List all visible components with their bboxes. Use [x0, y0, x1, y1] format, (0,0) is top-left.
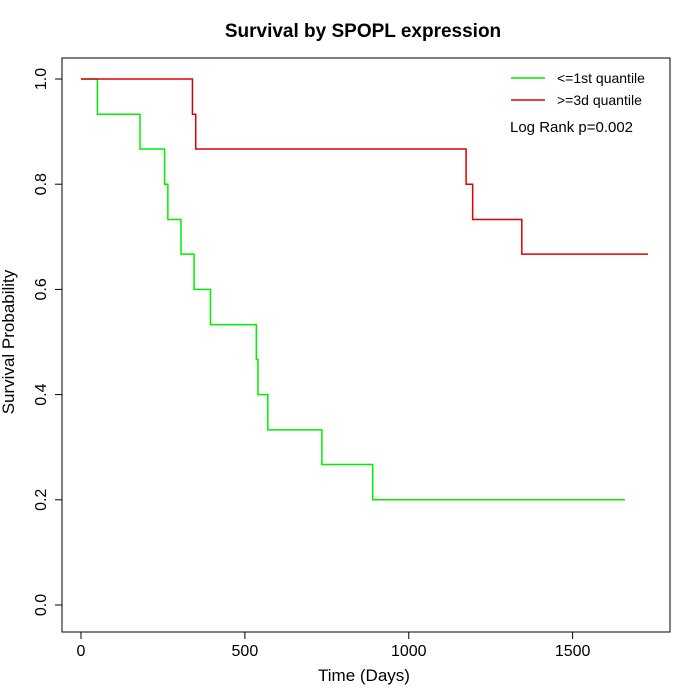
y-axis: 0.0 0.2 0.4 0.6 0.8 1.0	[33, 68, 63, 616]
y-tick-label: 0.2	[33, 489, 50, 511]
y-tick-label: 0.6	[33, 278, 50, 300]
y-axis-label: Survival Probability	[0, 269, 18, 414]
series-line-1	[81, 78, 626, 501]
plot-frame	[61, 57, 671, 633]
x-tick-label: 1000	[391, 643, 427, 660]
y-tick-label: 0.4	[33, 383, 50, 405]
y-tick-label: 1.0	[33, 68, 50, 90]
y-tick-label: 0.8	[33, 173, 50, 195]
legend-label-1: <=1st quantile	[557, 70, 645, 86]
x-tick-label: 0	[77, 643, 86, 660]
series-line-2	[81, 78, 648, 255]
legend: <=1st quantile >=3d quantile	[511, 70, 645, 108]
series-layer	[81, 78, 648, 501]
x-axis-label: Time (Days)	[318, 666, 410, 685]
chart-title: Survival by SPOPL expression	[225, 21, 501, 42]
legend-label-2: >=3d quantile	[557, 92, 642, 108]
x-tick-label: 1500	[555, 643, 591, 660]
log-rank-annotation: Log Rank p=0.002	[510, 119, 633, 136]
y-tick-label: 0.0	[33, 594, 50, 616]
x-tick-label: 500	[232, 643, 259, 660]
x-axis: 0 500 1000 1500	[77, 631, 591, 660]
